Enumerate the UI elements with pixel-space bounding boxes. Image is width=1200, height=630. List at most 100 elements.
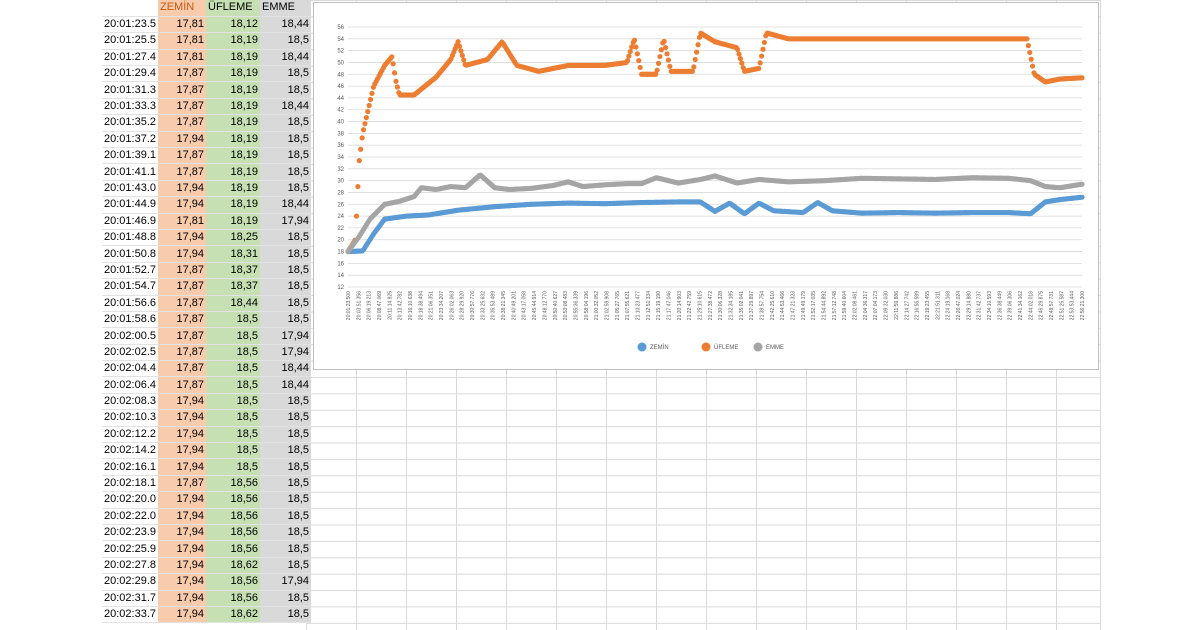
time-cell[interactable]: 20:01:44.9 bbox=[102, 196, 158, 214]
time-cell[interactable]: 20:02:20.0 bbox=[102, 491, 158, 509]
time-cell[interactable]: 20:02:04.4 bbox=[102, 360, 158, 378]
zemin-cell[interactable]: 17,87 bbox=[158, 65, 206, 83]
ufleme-cell[interactable]: 18,62 bbox=[206, 606, 260, 624]
ufleme-cell[interactable]: 18,19 bbox=[206, 114, 260, 132]
time-cell[interactable]: 20:01:46.9 bbox=[102, 213, 158, 230]
zemin-cell[interactable]: 17,94 bbox=[158, 409, 206, 427]
ufleme-cell[interactable]: 18,19 bbox=[206, 180, 260, 198]
zemin-cell[interactable]: 17,87 bbox=[158, 163, 206, 181]
emme-cell[interactable]: 18,5 bbox=[260, 147, 311, 165]
emme-cell[interactable]: 17,94 bbox=[260, 213, 311, 230]
line-chart[interactable]: 12 14 16 18 20 22 24 26 28 30 32 34 36 38 40 42 44 46 48 50… bbox=[313, 2, 1099, 370]
time-cell[interactable]: 20:01:50.8 bbox=[102, 245, 158, 263]
ufleme-cell[interactable]: 18,19 bbox=[206, 81, 260, 99]
emme-cell[interactable]: 18,5 bbox=[260, 606, 311, 624]
ufleme-cell[interactable]: 18,19 bbox=[206, 163, 260, 181]
time-cell[interactable]: 20:01:41.1 bbox=[102, 163, 158, 181]
zemin-cell[interactable]: 17,81 bbox=[158, 16, 206, 34]
time-cell[interactable]: 20:01:39.1 bbox=[102, 147, 158, 165]
ufleme-cell[interactable]: 18,37 bbox=[206, 262, 260, 280]
time-cell[interactable]: 20:01:25.5 bbox=[102, 32, 158, 50]
time-cell[interactable]: 20:01:52.7 bbox=[102, 262, 158, 280]
zemin-cell[interactable]: 17,87 bbox=[158, 376, 206, 394]
emme-cell[interactable]: 18,5 bbox=[260, 278, 311, 296]
zemin-cell[interactable]: 17,87 bbox=[158, 295, 206, 312]
ufleme-cell[interactable]: 18,5 bbox=[206, 376, 260, 394]
ufleme-cell[interactable]: 18,56 bbox=[206, 590, 260, 607]
emme-cell[interactable]: 18,5 bbox=[260, 458, 311, 476]
time-cell[interactable]: 20:01:35.2 bbox=[102, 114, 158, 132]
time-cell[interactable]: 20:01:54.7 bbox=[102, 278, 158, 296]
ufleme-cell[interactable]: 18,5 bbox=[206, 393, 260, 411]
ufleme-cell[interactable]: 18,62 bbox=[206, 557, 260, 575]
zemin-cell[interactable]: 17,87 bbox=[158, 475, 206, 493]
time-cell[interactable]: 20:02:27.8 bbox=[102, 557, 158, 575]
time-cell[interactable]: 20:02:08.3 bbox=[102, 393, 158, 411]
zemin-cell[interactable]: 17,94 bbox=[158, 229, 206, 247]
ufleme-cell[interactable]: 18,12 bbox=[206, 16, 260, 34]
zemin-cell[interactable]: 17,94 bbox=[158, 590, 206, 607]
time-cell[interactable]: 20:01:58.6 bbox=[102, 311, 158, 329]
time-cell[interactable]: 20:01:33.3 bbox=[102, 98, 158, 116]
zemin-cell[interactable]: 17,81 bbox=[158, 213, 206, 230]
time-cell[interactable]: 20:02:29.8 bbox=[102, 573, 158, 591]
zemin-cell[interactable]: 17,94 bbox=[158, 540, 206, 558]
ufleme-cell[interactable]: 18,5 bbox=[206, 442, 260, 460]
emme-cell[interactable]: 18,44 bbox=[260, 360, 311, 378]
zemin-cell[interactable]: 17,87 bbox=[158, 98, 206, 116]
time-cell[interactable]: 20:02:22.0 bbox=[102, 508, 158, 526]
emme-cell[interactable]: 18,5 bbox=[260, 442, 311, 460]
time-cell[interactable]: 20:01:56.6 bbox=[102, 295, 158, 312]
zemin-cell[interactable]: 17,81 bbox=[158, 32, 206, 50]
ufleme-cell[interactable]: 18,25 bbox=[206, 229, 260, 247]
zemin-cell[interactable]: 17,94 bbox=[158, 426, 206, 444]
ufleme-cell[interactable]: 18,56 bbox=[206, 491, 260, 509]
ufleme-cell[interactable]: 18,19 bbox=[206, 49, 260, 67]
emme-cell[interactable]: 18,5 bbox=[260, 590, 311, 607]
zemin-cell[interactable]: 17,94 bbox=[158, 491, 206, 509]
zemin-cell[interactable]: 17,94 bbox=[158, 180, 206, 198]
emme-cell[interactable]: 18,5 bbox=[260, 32, 311, 50]
time-cell[interactable]: 20:02:16.1 bbox=[102, 458, 158, 476]
time-cell[interactable]: 20:02:18.1 bbox=[102, 475, 158, 493]
ufleme-cell[interactable]: 18,56 bbox=[206, 508, 260, 526]
time-cell[interactable]: 20:01:29.4 bbox=[102, 65, 158, 83]
emme-cell[interactable]: 18,5 bbox=[260, 475, 311, 493]
ufleme-cell[interactable]: 18,5 bbox=[206, 311, 260, 329]
ufleme-cell[interactable]: 18,37 bbox=[206, 278, 260, 296]
ufleme-cell[interactable]: 18,19 bbox=[206, 32, 260, 50]
time-cell[interactable]: 20:01:48.8 bbox=[102, 229, 158, 247]
emme-cell[interactable]: 18,5 bbox=[260, 81, 311, 99]
emme-cell[interactable]: 17,94 bbox=[260, 344, 311, 362]
zemin-cell[interactable]: 17,87 bbox=[158, 81, 206, 99]
ufleme-cell[interactable]: 18,19 bbox=[206, 131, 260, 149]
zemin-cell[interactable]: 17,94 bbox=[158, 131, 206, 149]
zemin-cell[interactable]: 17,87 bbox=[158, 114, 206, 132]
emme-cell[interactable]: 18,5 bbox=[260, 524, 311, 542]
emme-cell[interactable]: 18,5 bbox=[260, 409, 311, 427]
zemin-cell[interactable]: 17,94 bbox=[158, 245, 206, 263]
emme-cell[interactable]: 18,5 bbox=[260, 295, 311, 312]
time-cell[interactable]: 20:01:37.2 bbox=[102, 131, 158, 149]
emme-cell[interactable]: 18,5 bbox=[260, 540, 311, 558]
zemin-cell[interactable]: 17,87 bbox=[158, 278, 206, 296]
zemin-cell[interactable]: 17,94 bbox=[158, 557, 206, 575]
ufleme-cell[interactable]: 18,5 bbox=[206, 344, 260, 362]
emme-cell[interactable]: 18,44 bbox=[260, 196, 311, 214]
zemin-cell[interactable]: 17,87 bbox=[158, 360, 206, 378]
time-cell[interactable]: 20:01:27.4 bbox=[102, 49, 158, 67]
emme-cell[interactable]: 18,5 bbox=[260, 245, 311, 263]
ufleme-cell[interactable]: 18,19 bbox=[206, 98, 260, 116]
emme-cell[interactable]: 17,94 bbox=[260, 327, 311, 345]
emme-cell[interactable]: 18,5 bbox=[260, 65, 311, 83]
zemin-cell[interactable]: 17,87 bbox=[158, 147, 206, 165]
emme-cell[interactable]: 18,44 bbox=[260, 49, 311, 67]
emme-cell[interactable]: 18,5 bbox=[260, 180, 311, 198]
zemin-cell[interactable]: 17,94 bbox=[158, 573, 206, 591]
time-cell[interactable]: 20:02:31.7 bbox=[102, 590, 158, 607]
emme-cell[interactable]: 18,44 bbox=[260, 376, 311, 394]
time-cell[interactable]: 20:02:06.4 bbox=[102, 376, 158, 394]
ufleme-cell[interactable]: 18,56 bbox=[206, 475, 260, 493]
time-cell[interactable]: 20:01:43.0 bbox=[102, 180, 158, 198]
ufleme-cell[interactable]: 18,5 bbox=[206, 360, 260, 378]
